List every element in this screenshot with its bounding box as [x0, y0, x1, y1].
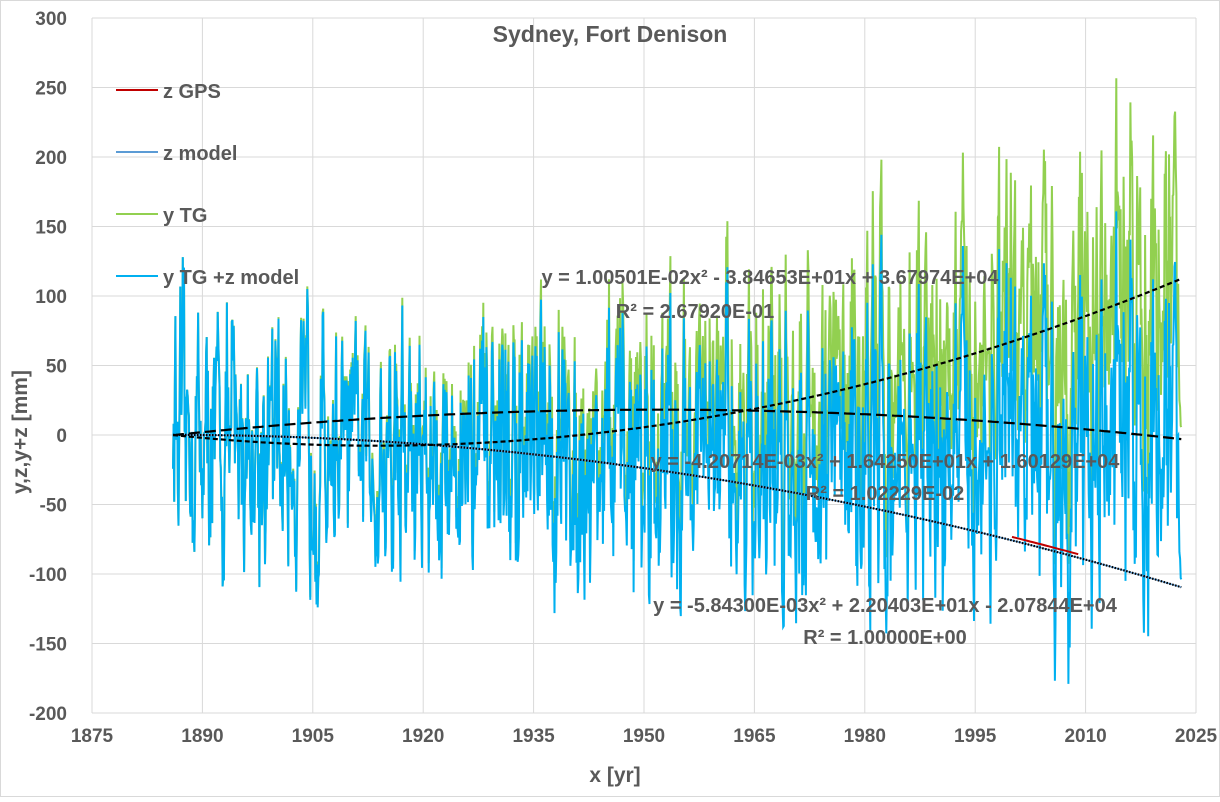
- x-tick-label: 1890: [181, 726, 223, 747]
- legend-label: y TG +z model: [163, 267, 299, 289]
- y-tick-label: 150: [35, 218, 67, 239]
- trendline-y-tg-z-model: [172, 408, 1182, 441]
- legend-item-y-tg-z-model: y TG +z model: [116, 267, 299, 289]
- x-tick-label: 1950: [623, 726, 665, 747]
- trend-equation-y-tg-z-model: y = -4.20714E-03x² + 1.64250E+01x + 1.60…: [651, 451, 1121, 473]
- y-tick-label: -100: [29, 565, 67, 586]
- legend: z GPS z model y TG y TG +z model: [116, 81, 299, 289]
- trendline-labels: y = 1.00501E-02x² - 3.84653E+01x + 3.679…: [541, 267, 1120, 649]
- legend-item-z-gps: z GPS: [116, 81, 221, 103]
- y-tick-label: -150: [29, 635, 67, 656]
- y-axis-title: y,z,y+z [mm]: [9, 370, 32, 494]
- trend-r2-y-tg-z-model: R² = 1.02229E-02: [806, 483, 964, 505]
- legend-label: y TG: [163, 205, 207, 227]
- trend-r2-y-tg: R² = 2.67920E-01: [616, 301, 774, 323]
- trendline-z-model: [173, 433, 1182, 589]
- x-tick-label: 1980: [844, 726, 886, 747]
- x-tick-label: 1905: [292, 726, 335, 747]
- series-line-y-tg-z-model: [172, 211, 1183, 684]
- y-tick-label: 0: [56, 426, 67, 447]
- x-tick-label: 1875: [71, 726, 114, 747]
- trendline-layer: [172, 277, 1182, 589]
- legend-item-z-model: z model: [116, 143, 237, 165]
- y-tick-label: -200: [29, 704, 67, 725]
- trend-r2-z-model: R² = 1.00000E+00: [803, 627, 966, 649]
- x-tick-label: 1995: [954, 726, 997, 747]
- x-tick-label: 1935: [512, 726, 555, 747]
- x-tick-label: 2010: [1064, 726, 1106, 747]
- x-tick-label: 1920: [402, 726, 444, 747]
- trend-equation-z-model: y = -5.84300E-03x² + 2.20403E+01x - 2.07…: [653, 595, 1118, 617]
- y-tick-label: 250: [35, 79, 67, 100]
- y-tick-label: 50: [46, 357, 67, 378]
- legend-item-y-tg: y TG: [116, 205, 207, 227]
- y-tick-label: 200: [35, 148, 67, 169]
- x-tick-label: 1965: [733, 726, 776, 747]
- y-tick-label: 300: [35, 9, 67, 30]
- y-tick-label: 100: [35, 287, 67, 308]
- trend-equation-y-tg: y = 1.00501E-02x² - 3.84653E+01x + 3.679…: [541, 267, 999, 289]
- legend-label: z GPS: [163, 81, 221, 103]
- chart-title: Sydney, Fort Denison: [493, 21, 728, 47]
- trendline-y-tg: [172, 277, 1182, 447]
- x-axis-title: x [yr]: [589, 764, 640, 787]
- series-line-z-gps: [1011, 535, 1079, 556]
- x-tick-label: 2025: [1175, 726, 1218, 747]
- y-tick-label: -50: [40, 496, 67, 517]
- tick-labels: 1875 1890 1905 1920 1935 1950 1965 1980 1995 2010…: [29, 9, 1218, 747]
- legend-label: z model: [163, 143, 237, 165]
